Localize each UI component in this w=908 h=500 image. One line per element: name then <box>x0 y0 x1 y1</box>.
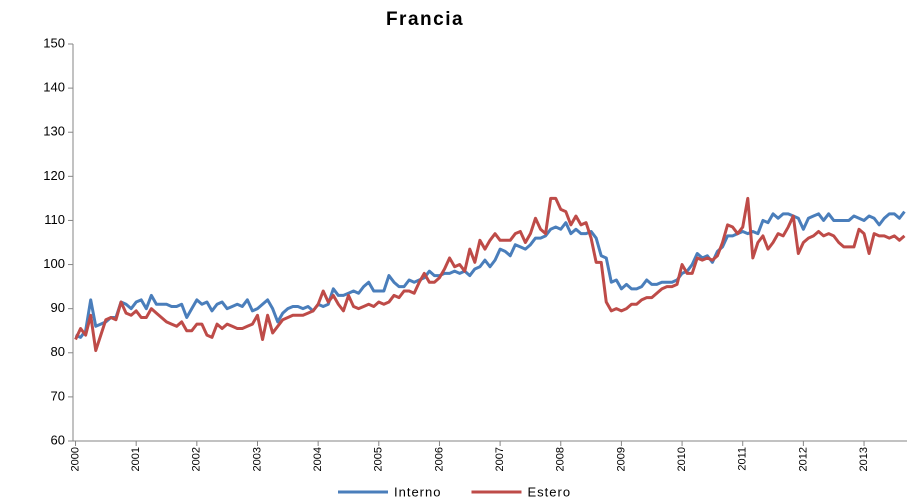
x-tick-label: 2006 <box>433 447 445 471</box>
y-tick-label: 110 <box>44 212 65 227</box>
x-tick-label: 2008 <box>555 447 567 471</box>
x-tick-label: 2010 <box>676 447 688 471</box>
legend-label: Estero <box>527 484 571 499</box>
x-tick-label: 2005 <box>373 447 385 471</box>
y-tick-label: 150 <box>43 35 65 50</box>
x-tick-label: 2009 <box>615 447 627 471</box>
y-tick-label: 120 <box>43 168 65 183</box>
series-line <box>74 196 906 353</box>
x-tick-label: 2012 <box>797 447 809 471</box>
x-tick-label: 2011 <box>737 447 749 471</box>
y-tick-label: 90 <box>51 300 65 315</box>
x-tick-label: 2001 <box>130 447 142 471</box>
legend-label: Interno <box>394 484 441 499</box>
series-line <box>74 210 906 339</box>
x-tick-label: 2000 <box>69 447 81 471</box>
y-tick-label: 60 <box>51 432 65 447</box>
x-tick-label: 2007 <box>494 447 506 471</box>
y-tick-label: 140 <box>43 80 65 95</box>
x-tick-label: 2013 <box>858 447 870 471</box>
x-tick-label: 2002 <box>191 447 203 471</box>
y-tick-label: 80 <box>51 344 65 359</box>
y-tick-label: 100 <box>43 256 65 271</box>
chart-title: Francia <box>386 9 464 30</box>
x-tick-label: 2004 <box>312 447 324 471</box>
y-tick-label: 130 <box>43 124 65 139</box>
y-tick-label: 70 <box>51 388 65 403</box>
x-tick-label: 2003 <box>251 447 263 471</box>
